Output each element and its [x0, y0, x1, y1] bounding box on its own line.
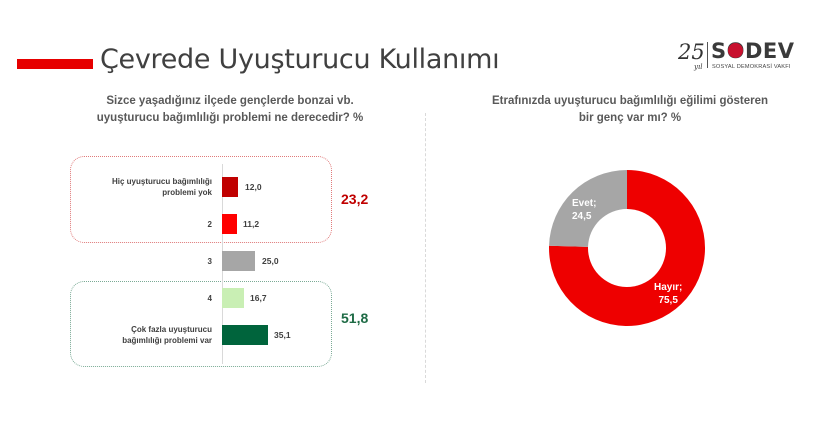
bar-label: 2	[72, 219, 212, 230]
donut-label-evet: Evet; 24,5	[572, 197, 596, 223]
left-chart-question: Sizce yaşadığınız ilçede gençlerde bonza…	[60, 93, 400, 127]
bar-label-line: problemi yok	[162, 188, 212, 197]
bar-label-line: bağımlılığı problemi var	[122, 336, 212, 345]
high-group-total: 51,8	[341, 310, 369, 326]
bar-label-line: Çok fazla uyuşturucu	[131, 325, 212, 334]
question-line: Sizce yaşadığınız ilçede gençlerde bonza…	[106, 95, 354, 107]
logo-years: 25	[678, 40, 705, 64]
bar-level-3	[222, 251, 255, 271]
bar-label: 4	[72, 293, 212, 304]
page-title: Çevrede Uyuşturucu Kullanımı	[100, 44, 500, 75]
bar-level-2	[222, 214, 237, 234]
section-divider	[425, 113, 426, 383]
sodev-logo: 25 yıl SODEV SOSYAL DEMOKRASİ VAKFI	[678, 38, 828, 78]
bar-label: Çok fazla uyuşturucu bağımlılığı problem…	[72, 324, 212, 346]
logo-separator	[707, 42, 708, 68]
bar-cok-fazla-problem	[222, 325, 268, 345]
bar-label: Hiç uyuşturucu bağımlılığı problemi yok	[72, 176, 212, 198]
logo-subtitle: SOSYAL DEMOKRASİ VAKFI	[712, 64, 791, 70]
donut-label-hayir: Hayır; 75,5	[654, 281, 682, 307]
logo-years-suffix: yıl	[694, 63, 703, 71]
bar-value: 12,0	[245, 182, 262, 192]
donut-label-value: 24,5	[572, 211, 592, 222]
bar-label-line: 2	[207, 220, 212, 229]
bar-label-line: 3	[207, 257, 212, 266]
low-group-total: 23,2	[341, 191, 369, 207]
donut-label-name: Hayır;	[654, 282, 683, 293]
donut-slice-evet	[549, 170, 627, 247]
question-line: Etrafınızda uyuşturucu bağımlılığı eğili…	[491, 95, 769, 107]
donut-chart	[549, 170, 706, 326]
donut-label-value: 75,5	[658, 295, 678, 306]
bar-value: 25,0	[262, 256, 279, 266]
logo-name: SODEV	[711, 39, 795, 63]
question-line: bir genç var mı? %	[578, 112, 682, 124]
donut-slice-hayir	[549, 170, 706, 326]
low-problem-group-box	[70, 156, 332, 243]
bar-label-line: Hiç uyuşturucu bağımlılığı	[111, 177, 212, 186]
bar-value: 11,2	[243, 219, 260, 229]
bar-value: 16,7	[250, 293, 267, 303]
bar-value: 35,1	[274, 330, 291, 340]
high-problem-group-box	[70, 281, 332, 367]
bar-label: 3	[72, 256, 212, 267]
right-chart-question: Etrafınızda uyuşturucu bağımlılığı eğili…	[460, 93, 800, 127]
question-line: uyuşturucu bağımlılığı problemi ne derec…	[96, 112, 364, 124]
bar-level-4	[222, 288, 244, 308]
rose-emblem-icon	[728, 43, 743, 58]
title-accent-bar	[17, 59, 93, 69]
bar-label-line: 4	[207, 294, 212, 303]
bar-hic-problem-yok	[222, 177, 238, 197]
donut-label-name: Evet;	[572, 198, 597, 209]
